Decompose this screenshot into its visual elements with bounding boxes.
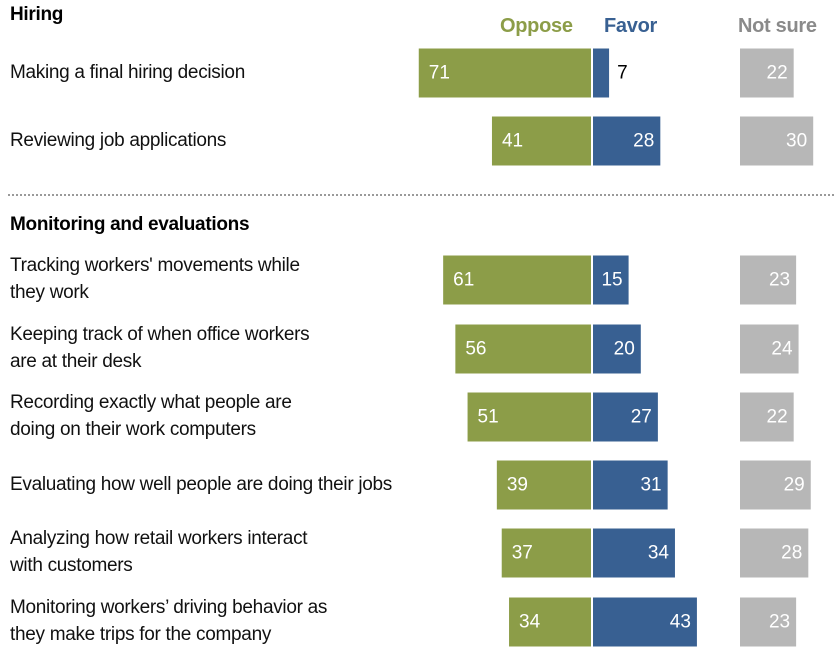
row-label-line: Analyzing how retail workers interact [10, 528, 308, 549]
bar-oppose [443, 255, 591, 305]
legend-oppose: Oppose [500, 15, 573, 37]
row-label-line: they work [10, 282, 89, 303]
value-label-oppose: 39 [507, 475, 528, 496]
value-label-favor: 20 [614, 339, 635, 360]
value-label-not-sure: 30 [786, 131, 807, 152]
row-label-line: Recording exactly what people are [10, 392, 292, 413]
value-label-not-sure: 22 [767, 63, 788, 84]
value-label-not-sure: 22 [767, 407, 788, 428]
value-label-not-sure: 28 [781, 543, 802, 564]
row-label: Monitoring workers’ driving behavior as t… [10, 594, 327, 648]
value-label-oppose: 71 [429, 63, 450, 84]
row-label-line: doing on their work computers [10, 419, 256, 440]
row-label-line: Tracking workers' movements while [10, 255, 300, 276]
value-label-favor: 15 [601, 270, 622, 291]
bar-not-sure [740, 324, 799, 374]
bar-not-sure [740, 392, 794, 442]
row-label-line: they make trips for the company [10, 624, 272, 645]
section-title-monitoring: Monitoring and evaluations [10, 214, 250, 235]
value-label-oppose: 56 [465, 339, 486, 360]
value-label-oppose: 34 [519, 612, 541, 633]
row-label-line: Keeping track of when office workers [10, 324, 310, 345]
row-label: Making a final hiring decision [10, 59, 245, 86]
value-label-not-sure: 23 [769, 270, 790, 291]
value-label-oppose: 41 [502, 131, 523, 152]
bar-not-sure [740, 48, 794, 98]
bar-oppose [455, 324, 591, 374]
row-label-line: Making a final hiring decision [10, 61, 245, 83]
value-label-not-sure: 29 [784, 475, 805, 496]
bar-favor [593, 255, 629, 305]
bar-oppose [501, 528, 591, 578]
bar-oppose [509, 597, 591, 647]
value-label-not-sure: 24 [771, 339, 793, 360]
value-label-favor: 7 [617, 63, 628, 84]
value-label-favor: 28 [633, 131, 654, 152]
bar-favor [593, 528, 675, 578]
legend-favor: Favor [604, 15, 657, 37]
bar-oppose [491, 116, 591, 166]
bar-favor [593, 392, 658, 442]
bar-not-sure [740, 528, 809, 578]
value-label-not-sure: 23 [769, 612, 790, 633]
value-label-favor: 34 [648, 543, 670, 564]
row-label: Recording exactly what people are doing o… [10, 389, 292, 443]
bar-not-sure [740, 460, 811, 510]
value-label-favor: 31 [640, 475, 661, 496]
section-divider [8, 194, 834, 196]
row-label-line: are at their desk [10, 351, 142, 372]
bar-oppose [467, 392, 591, 442]
bar-favor [593, 460, 668, 510]
bar-oppose [418, 48, 591, 98]
bar-favor [593, 597, 697, 647]
bar-favor [593, 48, 610, 98]
row-label-line: Evaluating how well people are doing the… [10, 473, 392, 495]
bar-not-sure [740, 597, 797, 647]
legend-not-sure: Not sure [738, 15, 817, 37]
value-label-favor: 27 [631, 407, 652, 428]
value-label-favor: 43 [670, 612, 691, 633]
value-label-oppose: 61 [453, 270, 474, 291]
bar-favor [593, 324, 641, 374]
row-label-line: Reviewing job applications [10, 129, 227, 151]
bar-oppose [496, 460, 591, 510]
value-label-oppose: 51 [478, 407, 499, 428]
row-label: Reviewing job applications [10, 127, 226, 154]
row-label: Analyzing how retail workers interact wit… [10, 525, 308, 579]
bar-favor [593, 116, 661, 166]
row-label: Tracking workers' movements while they wo… [10, 252, 300, 306]
section-title-hiring: Hiring [10, 4, 64, 25]
bar-not-sure [740, 255, 797, 305]
value-label-oppose: 37 [512, 543, 533, 564]
row-label-line: with customers [10, 555, 133, 576]
bar-not-sure [740, 116, 814, 166]
row-label-line: Monitoring workers’ driving behavior as [10, 597, 328, 618]
row-label: Keeping track of when office workers are … [10, 321, 310, 375]
row-label: Evaluating how well people are doing the… [10, 471, 392, 498]
